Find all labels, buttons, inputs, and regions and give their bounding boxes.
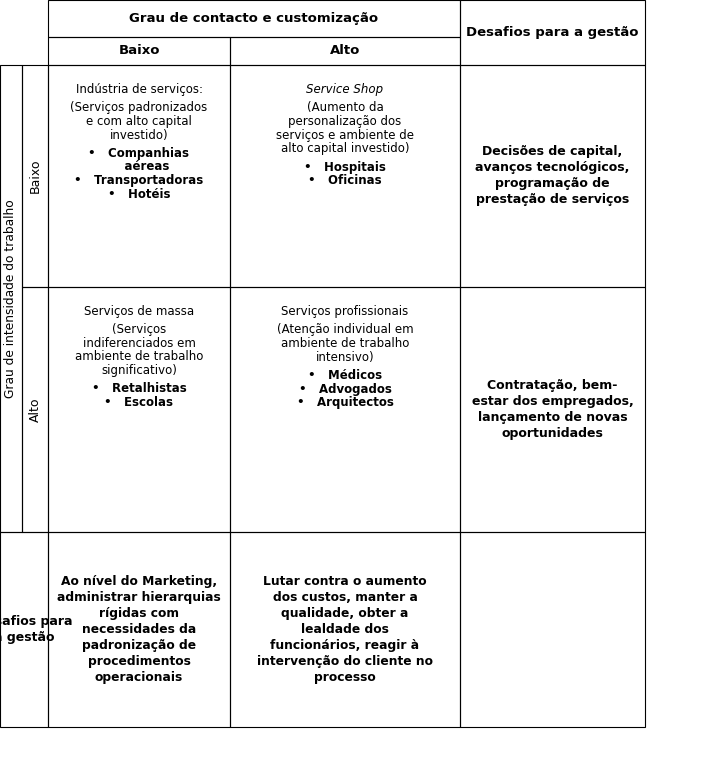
Bar [0,65,22,532]
Bar [230,65,460,287]
Bar [460,287,645,532]
Text: (Aumento da: (Aumento da [307,102,384,114]
Bar [48,37,230,65]
Text: •   Oficinas: • Oficinas [308,174,382,187]
Text: •   Escolas: • Escolas [104,396,173,409]
Text: (Serviços: (Serviços [112,323,166,336]
Text: •   Companhias: • Companhias [89,147,189,160]
Text: •   Arquitectos: • Arquitectos [296,396,394,409]
Bar [22,65,48,287]
Text: Baixo: Baixo [28,159,42,193]
Bar [22,287,48,532]
Text: ambiente de trabalho: ambiente de trabalho [281,337,409,350]
Text: •   Advogados: • Advogados [298,382,391,395]
Text: (Atenção individual em: (Atenção individual em [277,323,413,336]
Text: significativo): significativo) [101,364,177,377]
Text: Baixo: Baixo [118,44,160,57]
Bar [48,65,230,287]
Bar [460,65,645,287]
Text: Serviços profissionais: Serviços profissionais [282,305,408,318]
Text: •   Retalhistas: • Retalhistas [92,382,187,395]
Text: indiferenciados em: indiferenciados em [82,337,196,350]
Text: •   Hotéis: • Hotéis [108,187,170,200]
Text: personalização dos: personalização dos [289,115,401,128]
Text: Indústria de serviços:: Indústria de serviços: [75,83,203,96]
Bar [230,37,460,65]
Text: •   Médicos: • Médicos [308,369,382,382]
Text: serviços e ambiente de: serviços e ambiente de [276,128,414,141]
Bar [48,0,460,37]
Bar [230,532,460,727]
Text: Serviços de massa: Serviços de massa [84,305,194,318]
Text: (Serviços padronizados: (Serviços padronizados [70,102,208,114]
Text: Contratação, bem-
estar dos empregados,
lançamento de novas
oportunidades: Contratação, bem- estar dos empregados, … [472,379,634,440]
Text: investido): investido) [110,128,168,141]
Bar [230,287,460,532]
Bar [0,532,48,727]
Text: Alto: Alto [28,397,42,422]
Text: e com alto capital: e com alto capital [86,115,192,128]
Text: Grau de intensidade do trabalho: Grau de intensidade do trabalho [4,199,18,398]
Bar [460,0,645,65]
Text: alto capital investido): alto capital investido) [281,142,409,155]
Text: Desafios para a gestão: Desafios para a gestão [466,26,639,39]
Text: Alto: Alto [329,44,360,57]
Bar [48,287,230,532]
Text: aéreas: aéreas [108,161,170,173]
Text: ambiente de trabalho: ambiente de trabalho [75,350,203,364]
Bar [48,532,230,727]
Text: Ao nível do Marketing,
administrar hierarquias
rígidas com
necessidades da
padro: Ao nível do Marketing, administrar hiera… [57,575,221,684]
Text: intensivo): intensivo) [315,350,375,364]
Text: Grau de contacto e customização: Grau de contacto e customização [130,12,379,25]
Text: Decisões de capital,
avanços tecnológicos,
programação de
prestação de serviços: Decisões de capital, avanços tecnológico… [475,145,629,207]
Text: Desafios para
a gestão: Desafios para a gestão [0,615,73,644]
Text: Lutar contra o aumento
dos custos, manter a
qualidade, obter a
lealdade dos
func: Lutar contra o aumento dos custos, mante… [257,575,433,684]
Text: Service Shop: Service Shop [306,83,384,96]
Text: •   Transportadoras: • Transportadoras [75,174,203,187]
Text: •   Hospitais: • Hospitais [304,161,386,173]
Bar [460,532,645,727]
